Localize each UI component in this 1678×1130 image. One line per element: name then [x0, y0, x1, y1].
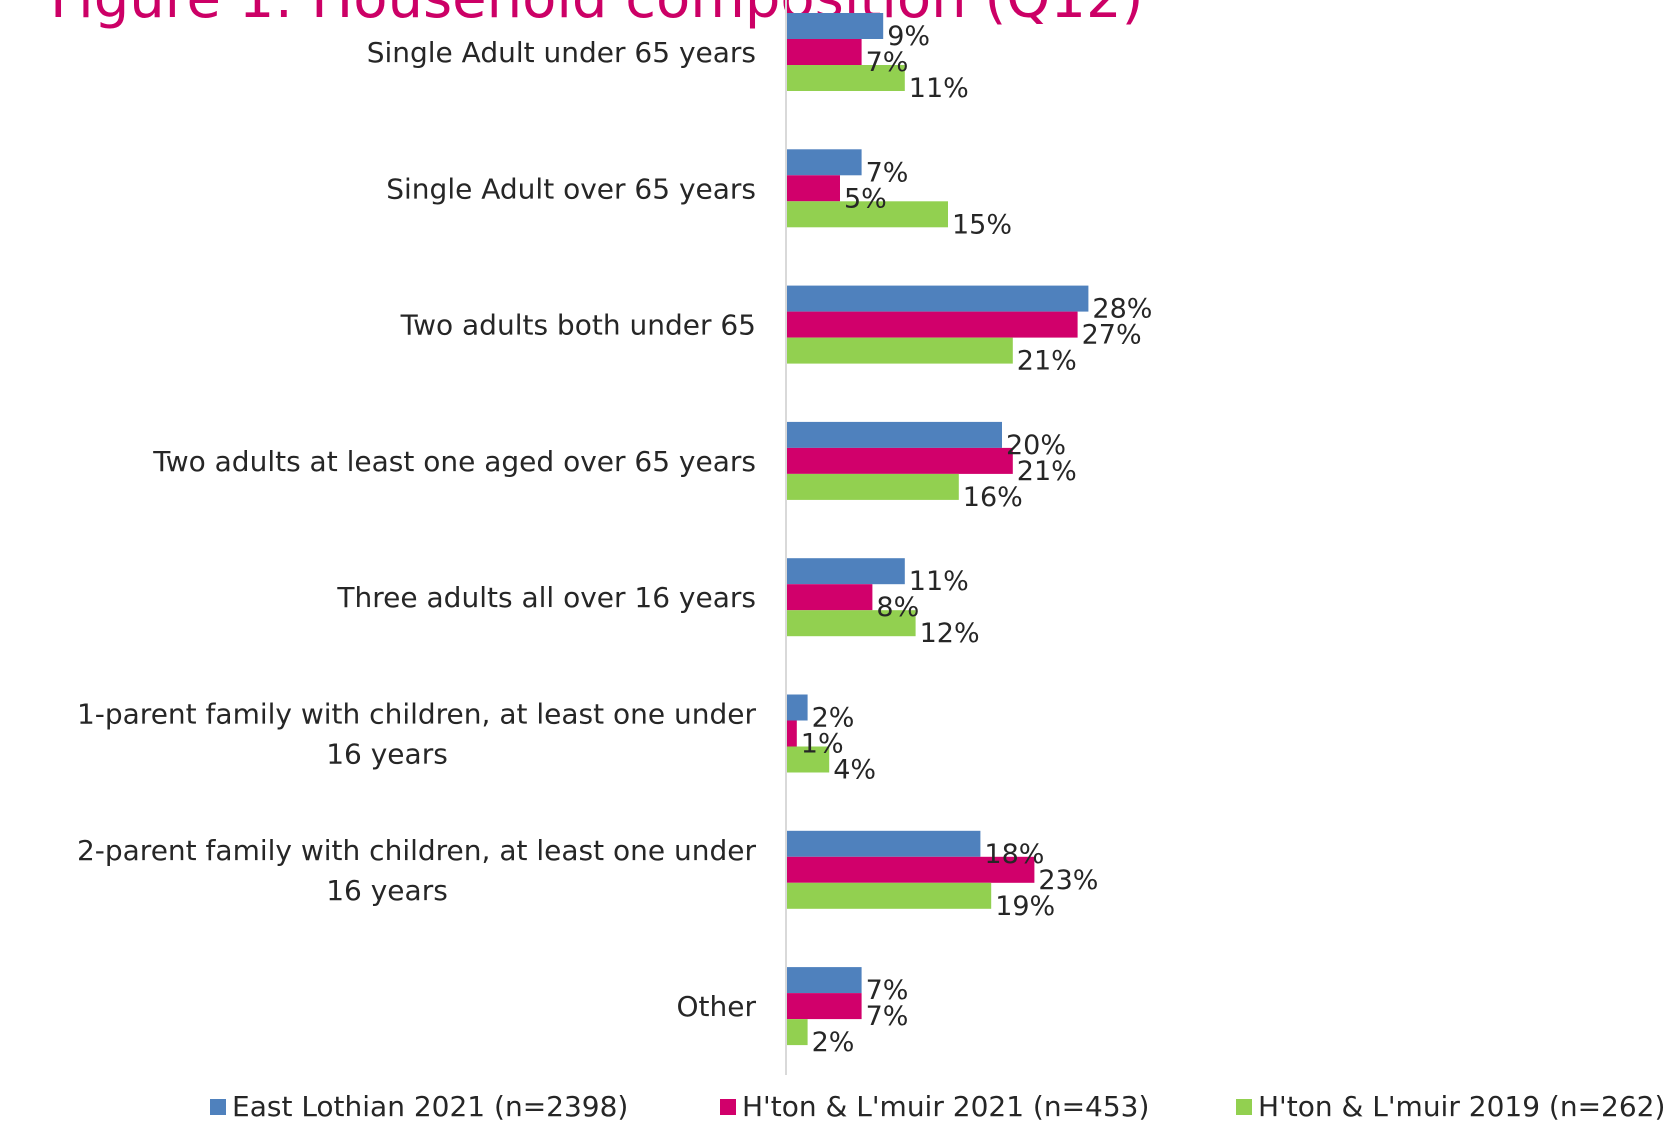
data-label: 1% [801, 729, 844, 760]
data-label: 2% [812, 1027, 855, 1058]
category-label: 1-parent family with children, at least … [77, 698, 757, 771]
bar [786, 175, 840, 202]
bar [786, 856, 1035, 883]
category-label: Two adults both under 65 [400, 309, 756, 342]
bar [786, 720, 797, 747]
bar [786, 285, 1089, 312]
legend-label: East Lothian 2021 (n=2398) [232, 1090, 629, 1123]
bar [786, 967, 862, 994]
category-labels: Single Adult under 65 years Single Adult … [77, 36, 757, 1023]
bar [786, 558, 905, 585]
data-label: 4% [833, 755, 876, 786]
data-label: 7% [866, 975, 909, 1006]
data-label: 21% [1017, 346, 1077, 377]
data-label: 7% [866, 47, 909, 78]
legend: East Lothian 2021 (n=2398) H'ton & L'muir… [0, 1090, 1678, 1130]
legend-item: East Lothian 2021 (n=2398) [210, 1090, 628, 1123]
bar [786, 337, 1013, 364]
legend-item: H'ton & L'muir 2019 (n=262) [1236, 1090, 1665, 1123]
bar [786, 447, 1013, 474]
data-label: 7% [866, 157, 909, 188]
data-label: 9% [887, 21, 930, 52]
legend-swatch [210, 1098, 226, 1115]
data-label: 21% [1017, 456, 1077, 487]
bar [786, 993, 862, 1020]
category-label: Single Adult under 65 years [367, 36, 756, 69]
category-label: Three adults all over 16 years [336, 581, 756, 614]
bar [786, 830, 981, 857]
data-label: 5% [844, 183, 887, 214]
bar [786, 1019, 808, 1046]
category-label: Single Adult over 65 years [386, 172, 756, 205]
legend-label: H'ton & L'muir 2019 (n=262) [1258, 1090, 1666, 1123]
data-label: 11% [909, 566, 969, 597]
legend-swatch [1236, 1098, 1252, 1115]
legend-label: H'ton & L'muir 2021 (n=453) [742, 1090, 1150, 1123]
category-label: 2-parent family with children, at least … [77, 834, 757, 907]
bar [786, 149, 862, 176]
data-label: 2% [812, 703, 855, 734]
data-label: 18% [984, 839, 1044, 870]
chart-title: Figure 1: Household composition (Q12) [50, 0, 1143, 31]
value-labels: 9%7%11%7%5%15%28%27%21%20%21%16%11%8%12%… [801, 21, 1153, 1058]
legend-swatch [720, 1098, 736, 1115]
category-label: Two adults at least one aged over 65 yea… [152, 445, 756, 478]
data-label: 16% [963, 482, 1023, 513]
bar [786, 746, 830, 773]
bar [786, 39, 862, 65]
legend-item: H'ton & L'muir 2021 (n=453) [720, 1090, 1149, 1123]
data-label: 12% [920, 618, 980, 649]
bar [786, 882, 992, 909]
bar [786, 65, 905, 91]
bar [786, 473, 959, 500]
data-label: 23% [1038, 865, 1098, 896]
bar [786, 421, 1002, 448]
bar [786, 201, 948, 228]
data-label: 20% [1006, 430, 1066, 461]
data-label: 19% [995, 891, 1055, 922]
bar [786, 610, 916, 637]
data-label: 28% [1092, 294, 1152, 325]
bar [786, 694, 808, 721]
bars [786, 13, 1089, 1046]
data-label: 7% [866, 1001, 909, 1032]
bar [786, 13, 884, 39]
bar [786, 311, 1078, 338]
data-label: 8% [876, 592, 919, 623]
category-label: Other [676, 990, 756, 1023]
data-label: 15% [952, 209, 1012, 240]
bar [786, 584, 873, 611]
data-label: 27% [1082, 320, 1142, 351]
data-label: 11% [909, 73, 969, 104]
